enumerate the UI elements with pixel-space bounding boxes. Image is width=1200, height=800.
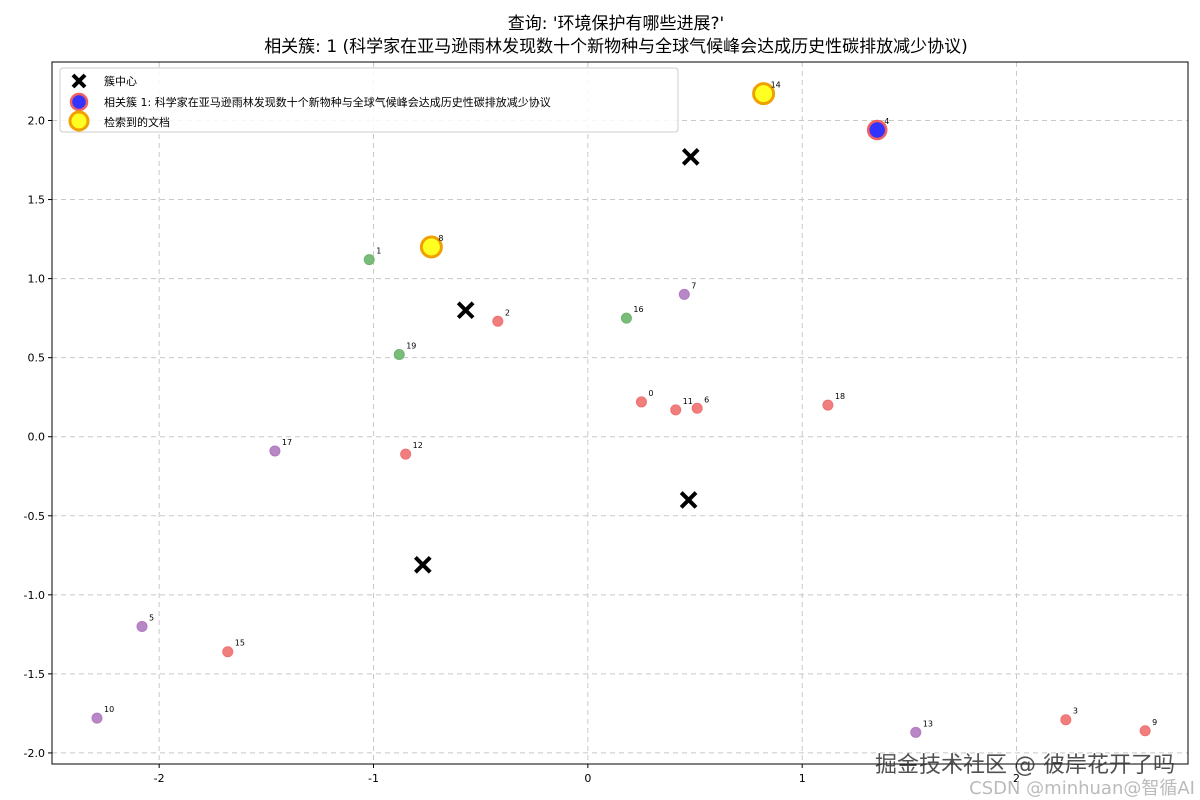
point-label: 19	[406, 342, 416, 351]
point-label: 2	[505, 308, 510, 317]
data-point	[910, 726, 922, 738]
x-tick-label: 0	[584, 772, 591, 785]
data-point	[620, 312, 632, 324]
data-point	[269, 445, 281, 457]
data-point	[822, 399, 834, 411]
legend-label-retrieved: 检索到的文档	[104, 115, 170, 129]
data-point	[691, 402, 703, 414]
data-points	[91, 82, 1151, 738]
title-line-2: 相关簇: 1 (科学家在亚马逊雨林发现数十个新物种与全球气候峰会达成历史性碳排放…	[264, 37, 968, 57]
x-axis: -2 -1 0 1 2	[154, 764, 1020, 785]
data-point	[222, 646, 234, 658]
y-tick-label: -2.0	[24, 747, 45, 760]
legend-label-relevant: 相关簇 1: 科学家在亚马逊雨林发现数十个新物种与全球气候峰会达成历史性碳排放减…	[104, 95, 551, 109]
grid	[52, 62, 1188, 764]
x-tick-label: 1	[799, 772, 806, 785]
cluster-centers	[413, 148, 700, 574]
data-point	[1139, 725, 1151, 737]
point-label: 1	[376, 247, 381, 256]
point-label: 11	[683, 397, 693, 406]
watermark-line-2: CSDN @minhuan@智循AI	[969, 778, 1195, 799]
point-label: 17	[282, 438, 292, 447]
legend-retrieved-icon	[68, 110, 90, 132]
relevant-point	[866, 119, 888, 141]
legend-label-center: 簇中心	[104, 74, 137, 88]
legend-box	[59, 67, 679, 133]
point-label: 10	[104, 705, 114, 714]
x-tick-label: -1	[368, 772, 379, 785]
legend-relevant-icon	[69, 92, 89, 112]
y-tick-label: -1.0	[24, 589, 45, 602]
point-label: 9	[1152, 718, 1157, 727]
y-tick-label: 1.5	[28, 194, 46, 207]
point-label: 5	[149, 613, 154, 622]
data-point	[635, 396, 647, 408]
point-label: 6	[704, 395, 709, 404]
point-label: 12	[413, 441, 423, 450]
retrieved-point	[752, 82, 776, 106]
cluster-center-marker	[413, 555, 432, 574]
watermark: 掘金技术社区 @ 彼岸花开了吗 CSDN @minhuan@智循AI	[875, 753, 1195, 799]
y-tick-label: 0.5	[28, 352, 46, 365]
data-point	[136, 620, 148, 632]
y-tick-label: -0.5	[24, 510, 45, 523]
y-tick-label: 2.0	[28, 115, 46, 128]
point-label: 4	[884, 117, 889, 126]
y-axis: -2.0 -1.5 -1.0 -0.5 0.0 0.5 1.0 1.5 2.0	[24, 115, 52, 760]
data-point	[678, 288, 690, 300]
point-label: 3	[1073, 707, 1078, 716]
point-label: 7	[691, 281, 696, 290]
chart-title: 查询: '环境保护有哪些进展?' 相关簇: 1 (科学家在亚马逊雨林发现数十个新…	[264, 14, 968, 57]
plot-area	[51, 61, 1189, 765]
title-line-1: 查询: '环境保护有哪些进展?'	[508, 14, 725, 34]
point-label: 16	[633, 305, 643, 314]
point-label: 18	[835, 392, 845, 401]
point-label: 14	[771, 81, 781, 90]
data-point	[393, 349, 405, 360]
x-tick-label: -2	[154, 772, 165, 785]
cluster-center-marker	[679, 491, 698, 509]
data-point	[1060, 714, 1072, 726]
data-point	[492, 315, 504, 327]
data-point	[400, 448, 412, 460]
data-point	[91, 712, 103, 724]
cluster-center-marker	[456, 301, 475, 320]
point-label: 15	[235, 639, 245, 648]
data-point	[670, 404, 682, 416]
cluster-center-marker	[681, 148, 700, 166]
point-label: 0	[648, 389, 653, 398]
legend-center-icon	[71, 73, 87, 89]
legend: 簇中心 相关簇 1: 科学家在亚马逊雨林发现数十个新物种与全球气候峰会达成历史性…	[59, 67, 679, 133]
retrieved-point	[419, 235, 443, 259]
y-tick-label: 1.0	[28, 273, 46, 286]
point-label: 13	[923, 719, 933, 728]
y-tick-label: 0.0	[28, 431, 46, 444]
watermark-line-1: 掘金技术社区 @ 彼岸花开了吗	[875, 753, 1175, 778]
x-tick-label: 2	[1013, 772, 1020, 785]
data-point	[363, 254, 375, 266]
y-tick-label: -1.5	[24, 668, 45, 681]
point-label: 8	[438, 234, 443, 243]
